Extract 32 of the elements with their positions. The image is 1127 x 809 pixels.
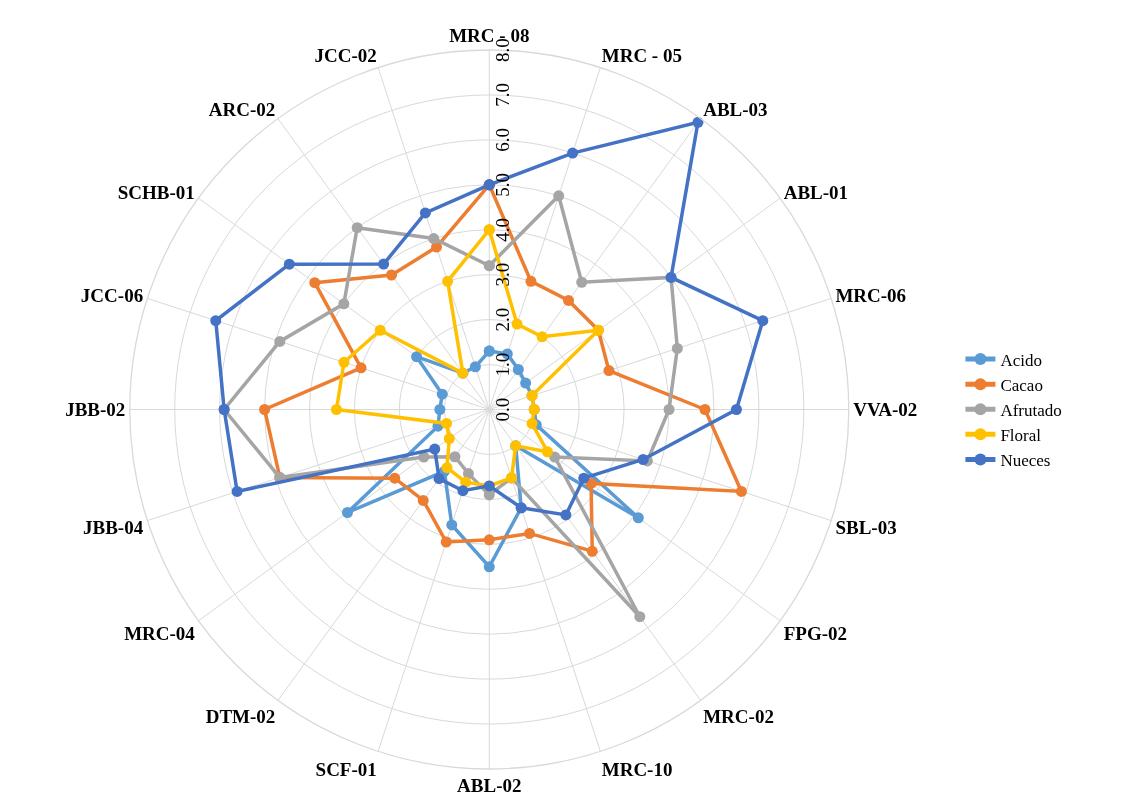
spoke-label: JCC-06 xyxy=(80,285,144,307)
spoke-label: ARC-02 xyxy=(208,98,276,120)
spoke-label: SBL-03 xyxy=(835,517,897,539)
spoke-label: SCF-01 xyxy=(315,758,377,780)
spoke-label: MRC - 05 xyxy=(601,44,682,66)
spoke-label: JBB-02 xyxy=(65,399,126,421)
legend-label: Afrutado xyxy=(1000,400,1062,420)
spoke-label: MRC-02 xyxy=(703,706,774,728)
spoke-label: ABL-03 xyxy=(703,98,768,120)
spoke-label: ABL-01 xyxy=(783,181,849,203)
legend-label: Acido xyxy=(1000,350,1042,370)
spoke-label: VVA-02 xyxy=(853,399,918,421)
y-tick-label: 1.0 xyxy=(491,352,513,377)
spoke-label: DTM-02 xyxy=(205,706,276,728)
legend-label: Floral xyxy=(1000,425,1042,445)
spoke-label: ABL-02 xyxy=(457,775,522,797)
legend-label: Nueces xyxy=(1000,451,1051,471)
y-tick-label: 5.0 xyxy=(491,172,513,197)
legend-label: Cacao xyxy=(1000,375,1043,395)
spoke-label: MRC-04 xyxy=(124,622,196,644)
spoke-label: FPG-02 xyxy=(783,622,848,644)
spoke-label: MRC-10 xyxy=(601,758,673,780)
spoke-label: MRC-06 xyxy=(835,285,907,307)
y-tick-label: 0.0 xyxy=(491,397,513,422)
spoke-label: JCC-02 xyxy=(314,44,377,66)
y-tick-label: 4.0 xyxy=(491,217,513,242)
spoke-label: SCHB-01 xyxy=(117,181,195,203)
spoke-label: JBB-04 xyxy=(82,517,144,539)
y-tick-label: 2.0 xyxy=(491,307,513,332)
y-tick-label: 7.0 xyxy=(491,83,513,107)
y-tick-label: 3.0 xyxy=(491,262,513,287)
y-tick-label: 6.0 xyxy=(491,127,513,152)
